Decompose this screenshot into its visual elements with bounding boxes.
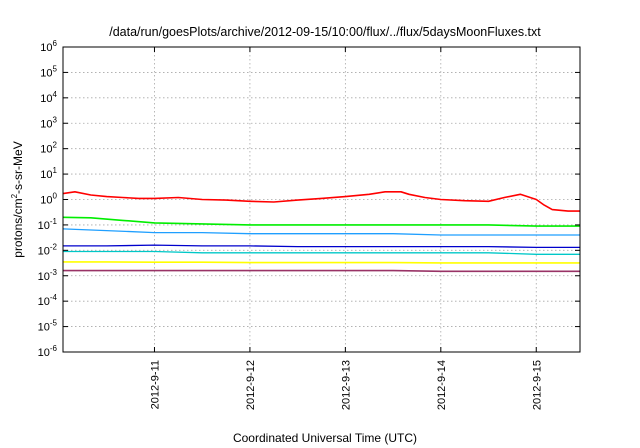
- series-line-1: [62, 191, 580, 212]
- x-tick-label: 2012-9-15: [531, 360, 543, 410]
- x-tick-label: 2012-9-12: [245, 360, 257, 410]
- y-tick-label: 102: [40, 141, 57, 156]
- y-tick-label: 105: [40, 64, 57, 79]
- y-tick-label: 100: [40, 192, 57, 207]
- series-line-6: [63, 261, 580, 264]
- y-tick-label: 101: [40, 166, 57, 181]
- grid: [63, 47, 580, 352]
- y-tick-label: 103: [40, 115, 57, 130]
- x-tick-label: 2012-9-11: [149, 360, 161, 409]
- y-axis-label-post: -s-sr-MeV: [11, 141, 25, 194]
- x-axis-label: Coordinated Universal Time (UTC): [233, 431, 417, 445]
- y-tick-label: 106: [40, 39, 57, 54]
- y-tick-label: 10-2: [38, 242, 58, 257]
- y-axis-label-pre: protons/cm: [11, 198, 25, 257]
- series-line-2: [62, 216, 580, 227]
- y-tick-label: 10-1: [38, 217, 58, 232]
- series-layer: [62, 191, 580, 273]
- y-tick-label: 10-5: [38, 319, 58, 334]
- series-line-4: [63, 244, 580, 249]
- y-axis-label-sup: 2: [10, 193, 19, 198]
- x-tick-label: 2012-9-14: [436, 360, 448, 410]
- y-axis-label: protons/cm2-s-sr-MeV: [10, 141, 25, 257]
- series-line-7: [63, 269, 580, 273]
- y-tick-label: 10-6: [38, 344, 58, 359]
- y-tick-label: 10-4: [38, 293, 58, 308]
- y-tick-label: 10-3: [38, 268, 58, 283]
- series-line-5: [63, 250, 580, 255]
- series-line-3: [62, 228, 580, 236]
- plot-frame: [62, 46, 581, 353]
- chart-title: /data/run/goesPlots/archive/2012-09-15/1…: [109, 25, 541, 39]
- y-tick-label: 104: [40, 90, 57, 105]
- ticks: 10-6 10-5 10-4 10-3 10-2 10-1 100 101 102 103 104 1…: [38, 39, 580, 410]
- x-tick-label: 2012-9-13: [340, 360, 352, 410]
